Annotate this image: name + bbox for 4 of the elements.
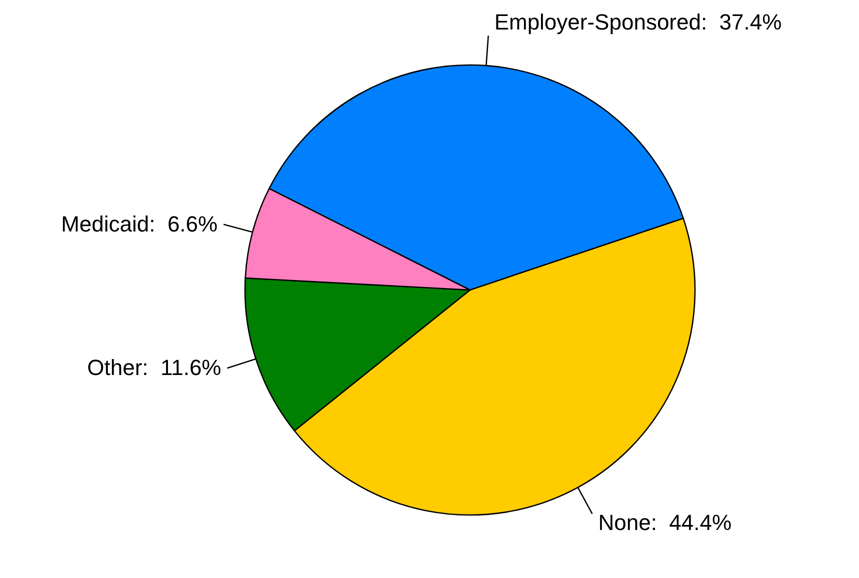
slice-label: Employer-Sponsored: 37.4% [494, 10, 782, 35]
slice-label: None: 44.4% [598, 510, 732, 535]
slice-label: Medicaid: 6.6% [61, 211, 218, 236]
slice-label: Other: 11.6% [87, 355, 222, 380]
